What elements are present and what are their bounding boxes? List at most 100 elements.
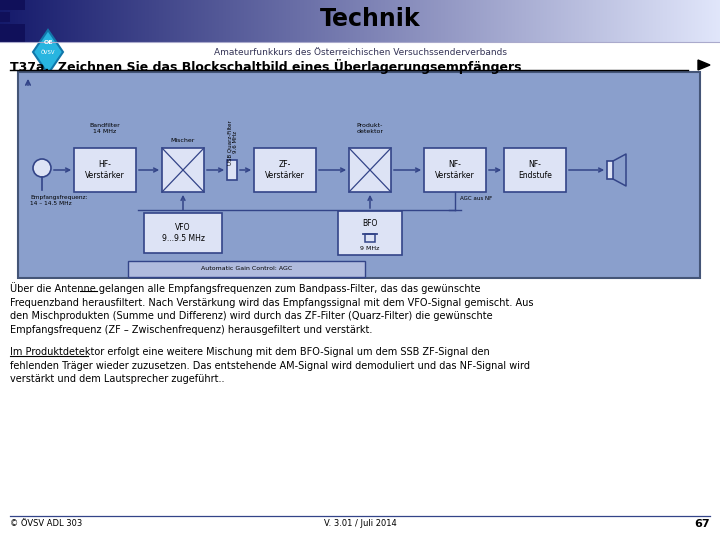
Bar: [64, 0, 65, 42]
Bar: [234, 0, 235, 42]
Bar: [132, 0, 133, 42]
Bar: [604, 0, 605, 42]
Bar: [254, 0, 255, 42]
Bar: [626, 0, 627, 42]
Bar: [23, 0, 24, 42]
Bar: [476, 0, 477, 42]
Bar: [581, 0, 582, 42]
Bar: [488, 0, 489, 42]
Bar: [230, 0, 231, 42]
Bar: [372, 0, 373, 42]
Bar: [563, 0, 564, 42]
Bar: [636, 0, 637, 42]
Bar: [162, 0, 163, 42]
Bar: [484, 0, 485, 42]
Bar: [424, 148, 486, 192]
Bar: [578, 0, 579, 42]
Bar: [65, 0, 66, 42]
Bar: [577, 0, 578, 42]
Bar: [380, 0, 381, 42]
Bar: [6, 0, 7, 42]
Bar: [356, 0, 357, 42]
Bar: [254, 148, 316, 192]
Bar: [543, 0, 544, 42]
Bar: [1, 0, 2, 42]
Bar: [352, 0, 353, 42]
Bar: [553, 0, 554, 42]
Bar: [78, 0, 79, 42]
Bar: [221, 0, 222, 42]
Bar: [215, 0, 216, 42]
Bar: [202, 0, 203, 42]
Bar: [440, 0, 441, 42]
Bar: [91, 0, 92, 42]
Bar: [57, 0, 58, 42]
Bar: [125, 0, 126, 42]
Bar: [135, 0, 136, 42]
Bar: [53, 0, 54, 42]
Bar: [534, 0, 535, 42]
Bar: [464, 0, 465, 42]
Bar: [175, 0, 176, 42]
Bar: [40, 0, 41, 42]
Bar: [25, 0, 26, 42]
Bar: [627, 0, 628, 42]
Bar: [620, 0, 621, 42]
Bar: [66, 0, 67, 42]
Bar: [232, 0, 233, 42]
Bar: [576, 0, 577, 42]
Bar: [385, 0, 386, 42]
Bar: [444, 0, 445, 42]
Bar: [207, 0, 208, 42]
Bar: [602, 0, 603, 42]
Bar: [137, 0, 138, 42]
Bar: [266, 0, 267, 42]
Bar: [336, 0, 337, 42]
Bar: [62, 0, 63, 42]
Bar: [193, 0, 194, 42]
Bar: [665, 0, 666, 42]
Bar: [354, 0, 355, 42]
Bar: [130, 0, 131, 42]
Bar: [172, 0, 173, 42]
Bar: [363, 0, 364, 42]
Bar: [328, 0, 329, 42]
Bar: [218, 0, 219, 42]
Bar: [643, 0, 644, 42]
Bar: [537, 0, 538, 42]
Bar: [334, 0, 335, 42]
Bar: [401, 0, 402, 42]
Bar: [692, 0, 693, 42]
Bar: [256, 0, 257, 42]
Bar: [51, 0, 52, 42]
Bar: [163, 0, 164, 42]
Text: OE: OE: [43, 40, 53, 45]
Bar: [5, 0, 6, 42]
Bar: [489, 0, 490, 42]
Bar: [512, 0, 513, 42]
Bar: [291, 0, 292, 42]
Bar: [308, 0, 309, 42]
Bar: [480, 0, 481, 42]
Bar: [466, 0, 467, 42]
Bar: [487, 0, 488, 42]
Bar: [136, 0, 137, 42]
Bar: [239, 0, 240, 42]
Text: Im Produktdetektor erfolgt eine weitere Mischung mit dem BFO-Signal um dem SSB Z: Im Produktdetektor erfolgt eine weitere …: [10, 347, 530, 384]
Bar: [446, 0, 447, 42]
Bar: [519, 0, 520, 42]
Text: ZF-
Verstärker: ZF- Verstärker: [265, 160, 305, 180]
Bar: [681, 0, 682, 42]
Bar: [325, 0, 326, 42]
Bar: [229, 0, 230, 42]
Bar: [200, 0, 201, 42]
Bar: [86, 0, 87, 42]
Bar: [108, 0, 109, 42]
Bar: [606, 0, 607, 42]
Bar: [114, 0, 115, 42]
Bar: [396, 0, 397, 42]
Bar: [138, 0, 139, 42]
Bar: [547, 0, 548, 42]
Bar: [463, 0, 464, 42]
Text: HF-
Verstärker: HF- Verstärker: [85, 160, 125, 180]
